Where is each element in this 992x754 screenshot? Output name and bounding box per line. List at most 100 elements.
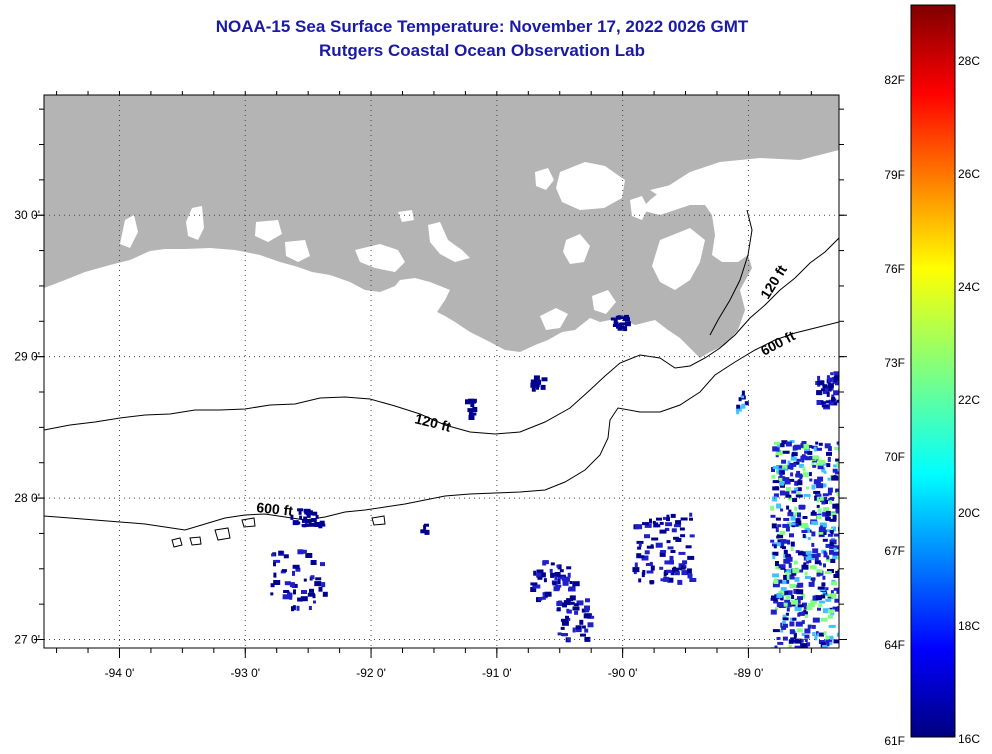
sst-pixel [796, 491, 801, 497]
colorbar-c-label: 18C [958, 619, 980, 633]
sst-pixel [805, 556, 812, 560]
sst-pixel [636, 540, 644, 544]
sst-pixel [550, 572, 555, 578]
sst-data-layer [270, 314, 839, 648]
sst-pixel [836, 632, 839, 637]
sst-pixel [781, 626, 787, 630]
sst-pixel [322, 591, 328, 597]
sst-pixel [829, 530, 834, 533]
sst-pixel [811, 531, 816, 537]
sst-pixel [673, 524, 681, 528]
sst-pixel [644, 550, 650, 555]
sst-pixel [805, 576, 811, 579]
sst-pixel [792, 445, 798, 451]
sst-pixel [808, 581, 815, 587]
sst-pixel [784, 480, 791, 485]
sst-pixel [793, 632, 797, 638]
colorbar-f-label: 70F [884, 450, 905, 464]
sst-pixel [682, 560, 688, 565]
sst-pixel [771, 474, 776, 479]
sst-pixel [296, 605, 300, 611]
sst-pixel [569, 595, 576, 601]
sst-pixel [778, 443, 785, 448]
sst-pixel [307, 592, 315, 597]
sst-pixel [833, 464, 839, 468]
sst-pixel [827, 595, 834, 599]
sst-pixel [783, 623, 788, 628]
sst-pixel [790, 522, 796, 526]
sst-pixel [778, 541, 784, 546]
contour-label-600ft-west: 600 ft [256, 499, 294, 519]
sst-pixel [770, 505, 775, 511]
sst-pixel [801, 454, 806, 458]
sst-pixel [772, 582, 780, 588]
sst-pixel [800, 442, 804, 448]
sst-pixel [567, 572, 571, 578]
sst-pixel [788, 639, 794, 644]
sst-pixel [826, 463, 831, 468]
sst-pixel [542, 560, 549, 565]
sst-pixel [812, 595, 819, 601]
sst-pixel [829, 512, 836, 517]
sst-pixel [585, 598, 590, 603]
sst-pixel [794, 487, 799, 491]
sst-pixel [785, 487, 791, 491]
sst-pixel [784, 571, 789, 575]
sst-pixel [783, 558, 791, 564]
sst-pixel [783, 539, 790, 544]
sst-pixel [787, 460, 791, 466]
lon-tick-label: -93 0' [230, 666, 260, 680]
sst-pixel [574, 610, 579, 615]
sst-pixel [789, 621, 795, 627]
sst-pixel [305, 553, 313, 558]
sst-pixel [566, 617, 571, 621]
sst-pixel [566, 637, 570, 642]
sst-pixel [790, 541, 795, 547]
axis-labels: -94 0' -93 0' -92 0' -91 0' -90 0' -89 0' 30 0… [14, 208, 763, 680]
sst-pixel [799, 474, 803, 480]
sst-pixel [822, 524, 827, 528]
sst-pixel [788, 562, 792, 568]
sst-pixel [821, 501, 826, 505]
sst-pixel [826, 375, 830, 379]
sst-pixel [831, 593, 837, 599]
sst-pixel [302, 524, 307, 528]
sst-pixel [811, 577, 815, 583]
sst-pixel [646, 570, 654, 574]
sst-pixel [736, 404, 741, 409]
sst-pixel [584, 636, 591, 642]
sst-pixel [687, 555, 695, 560]
sst-pixel [833, 371, 839, 376]
sst-pixel [557, 564, 562, 570]
colorbar-f-label: 76F [884, 262, 905, 276]
sst-pixel [540, 384, 546, 390]
sst-pixel [794, 506, 798, 511]
sst-pixel [792, 498, 798, 502]
sst-pixel [825, 500, 828, 504]
sst-pixel [811, 624, 816, 629]
sst-pixel [832, 503, 839, 509]
sst-pixel [831, 581, 837, 586]
sst-pixel [780, 629, 784, 633]
colorbar-f-label: 64F [884, 638, 905, 652]
sst-pixel [292, 570, 295, 576]
sst-pixel [801, 444, 809, 450]
sst-pixel [780, 622, 784, 628]
sst-pixel [552, 572, 558, 577]
sst-pixel [790, 515, 796, 521]
sst-pixel [583, 613, 591, 619]
sst-pixel [795, 621, 803, 627]
sst-pixel [820, 388, 825, 392]
sst-pixel [319, 520, 325, 526]
sst-pixel [423, 524, 427, 530]
sst-pixel [649, 518, 652, 524]
sst-pixel [802, 516, 808, 519]
sst-pixel [816, 390, 822, 396]
sst-pixel [776, 602, 784, 607]
sst-pixel [812, 617, 820, 623]
sst-pixel [794, 645, 801, 648]
sst-pixel [807, 624, 812, 629]
mississippi-sound [650, 170, 839, 200]
sst-pixel [536, 385, 539, 390]
sst-pixel [816, 633, 820, 637]
